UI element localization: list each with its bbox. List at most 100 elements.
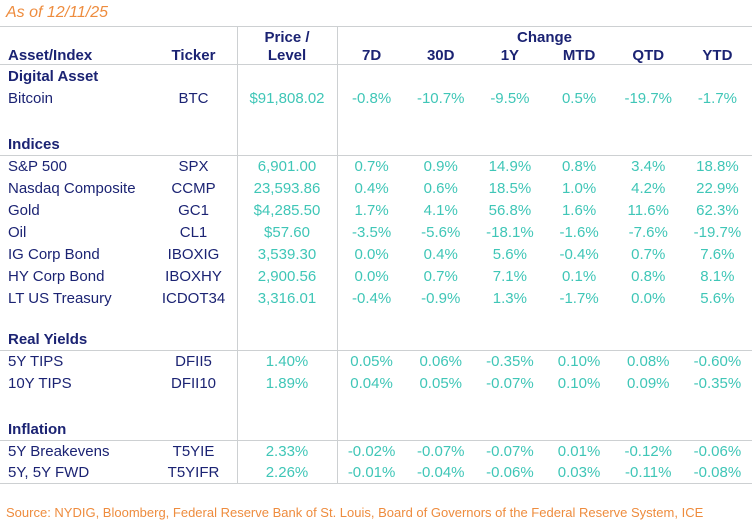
change-cell-mtd: 1.0% — [561, 179, 597, 197]
asset-cell: HY Corp Bond — [8, 267, 105, 285]
change-cell-mtd: 1.6% — [561, 201, 597, 219]
change-cell-qtd: 0.08% — [626, 353, 670, 370]
change-cell-qtd: 0.0% — [631, 289, 666, 307]
change-cell-7d: -3.5% — [351, 223, 392, 241]
change-group-header: Change — [516, 28, 572, 46]
ticker-cell: DFII5 — [175, 353, 212, 370]
change-cell-1y: 1.3% — [492, 289, 527, 307]
change-cell-1y: -0.07% — [486, 374, 534, 392]
change-cell-mtd: 0.10% — [557, 374, 601, 392]
change-cell-7d: 0.04% — [350, 374, 393, 392]
table-row-sp500: S&P 500 SPX 6,901.00 0.7% 0.9% 14.9% 0.8… — [0, 155, 752, 177]
table-row-ig-corp-bond: IG Corp Bond IBOXIG 3,539.30 0.0% 0.4% 5… — [0, 243, 752, 265]
change-cell-mtd: -1.7% — [559, 289, 599, 307]
change-cell-1y: -18.1% — [486, 223, 534, 241]
change-cell-30d: -0.04% — [416, 464, 465, 481]
table-row-10y-tips: 10Y TIPS DFII10 1.89% 0.04% 0.05% -0.07%… — [0, 372, 752, 394]
change-cell-mtd: 0.10% — [557, 353, 601, 370]
period-header-mtd: MTD — [562, 46, 596, 64]
table-row-5y5y-fwd: 5Y, 5Y FWD T5YIFR 2.26% -0.01% -0.04% -0… — [0, 462, 752, 484]
ticker-cell: IBOXHY — [165, 267, 222, 285]
change-cell-7d: 0.05% — [350, 353, 393, 370]
table-row-5y-breakevens: 5Y Breakevens T5YIE 2.33% -0.02% -0.07% … — [0, 440, 752, 462]
period-header-ytd: YTD — [702, 46, 733, 64]
asset-cell: 10Y TIPS — [8, 374, 72, 392]
section-row-digital-asset: Digital Asset — [0, 65, 752, 87]
price-cell: 23,593.86 — [253, 179, 321, 197]
change-cell-30d: 0.05% — [419, 374, 463, 392]
source-attribution: Source: NYDIG, Bloomberg, Federal Reserv… — [6, 505, 704, 520]
change-cell-1y: -9.5% — [490, 89, 530, 107]
asset-cell: LT US Treasury — [8, 289, 112, 307]
ticker-cell: CL1 — [179, 223, 208, 241]
asset-cell: Bitcoin — [8, 89, 54, 107]
ticker-cell: CCMP — [171, 179, 216, 197]
change-cell-1y: -0.35% — [486, 353, 534, 370]
change-cell-qtd: -0.12% — [624, 443, 672, 460]
table-row-nasdaq: Nasdaq Composite CCMP 23,593.86 0.4% 0.6… — [0, 177, 752, 199]
change-cell-7d: -0.8% — [351, 89, 392, 107]
price-cell: 1.40% — [265, 353, 309, 370]
asset-cell: 5Y Breakevens — [8, 443, 110, 460]
price-level-header-line2: Level — [267, 46, 307, 64]
section-label: Inflation — [8, 420, 67, 438]
price-cell: 2.33% — [265, 443, 309, 460]
change-cell-30d: 0.9% — [423, 158, 458, 175]
period-header-1y: 1Y — [500, 46, 520, 64]
change-cell-mtd: 0.03% — [557, 464, 601, 481]
change-cell-7d: 0.0% — [354, 245, 389, 263]
change-cell-7d: -0.01% — [347, 464, 396, 481]
change-cell-30d: -10.7% — [416, 89, 465, 107]
change-cell-ytd: 18.8% — [696, 158, 739, 175]
change-cell-1y: 56.8% — [488, 201, 532, 219]
change-cell-qtd: -19.7% — [624, 89, 672, 107]
change-cell-1y: -0.07% — [486, 443, 534, 460]
period-header-7d: 7D — [361, 46, 382, 64]
table-row-bitcoin: Bitcoin BTC $91,808.02 -0.8% -10.7% -9.5… — [0, 87, 752, 109]
ticker-cell: T5YIE — [172, 443, 215, 460]
change-cell-1y: 14.9% — [488, 158, 532, 175]
change-cell-mtd: 0.01% — [557, 443, 601, 460]
change-cell-30d: -5.6% — [421, 223, 461, 241]
price-cell: $4,285.50 — [253, 201, 321, 219]
change-cell-ytd: -19.7% — [693, 223, 742, 241]
price-cell: 3,316.01 — [257, 289, 317, 307]
ticker-cell: DFII10 — [170, 374, 216, 392]
price-cell: 1.89% — [265, 374, 309, 392]
table-row-hy-corp-bond: HY Corp Bond IBOXHY 2,900.56 0.0% 0.7% 7… — [0, 265, 752, 287]
change-cell-7d: 0.4% — [354, 179, 389, 197]
change-cell-mtd: -1.6% — [559, 223, 599, 241]
asset-cell: 5Y, 5Y FWD — [8, 464, 90, 481]
change-cell-qtd: 0.8% — [631, 267, 666, 285]
as-of-date: As of 12/11/25 — [6, 4, 108, 21]
asset-cell: 5Y TIPS — [8, 353, 64, 370]
ticker-cell: SPX — [178, 158, 209, 175]
change-cell-ytd: 62.3% — [696, 201, 739, 219]
asset-cell: IG Corp Bond — [8, 245, 100, 263]
change-cell-mtd: -0.4% — [559, 245, 599, 263]
table-row-gold: Gold GC1 $4,285.50 1.7% 4.1% 56.8% 1.6% … — [0, 199, 752, 221]
section-row-inflation: Inflation — [0, 418, 752, 440]
change-cell-ytd: 7.6% — [700, 245, 735, 263]
section-label: Digital Asset — [8, 67, 99, 85]
change-cell-ytd: 22.9% — [696, 179, 739, 197]
vertical-divider-price-left — [237, 26, 238, 484]
change-cell-ytd: -0.35% — [693, 374, 742, 392]
change-cell-7d: 1.7% — [354, 201, 389, 219]
asset-index-header: Asset/Index — [8, 46, 93, 64]
price-cell: 3,539.30 — [257, 245, 317, 263]
change-cell-30d: -0.9% — [421, 289, 461, 307]
asset-cell: Nasdaq Composite — [8, 179, 136, 197]
asset-cell: S&P 500 — [8, 158, 67, 175]
price-cell: $91,808.02 — [249, 89, 325, 107]
change-cell-30d: 4.1% — [423, 201, 458, 219]
change-cell-ytd: 8.1% — [700, 267, 735, 285]
change-cell-ytd: -1.7% — [697, 89, 737, 107]
ticker-cell: ICDOT34 — [161, 289, 226, 307]
ticker-header: Ticker — [171, 46, 216, 64]
change-cell-30d: 0.6% — [423, 179, 458, 197]
section-spacer — [0, 309, 752, 328]
change-cell-qtd: 0.09% — [626, 374, 670, 392]
asset-cell: Gold — [8, 201, 40, 219]
